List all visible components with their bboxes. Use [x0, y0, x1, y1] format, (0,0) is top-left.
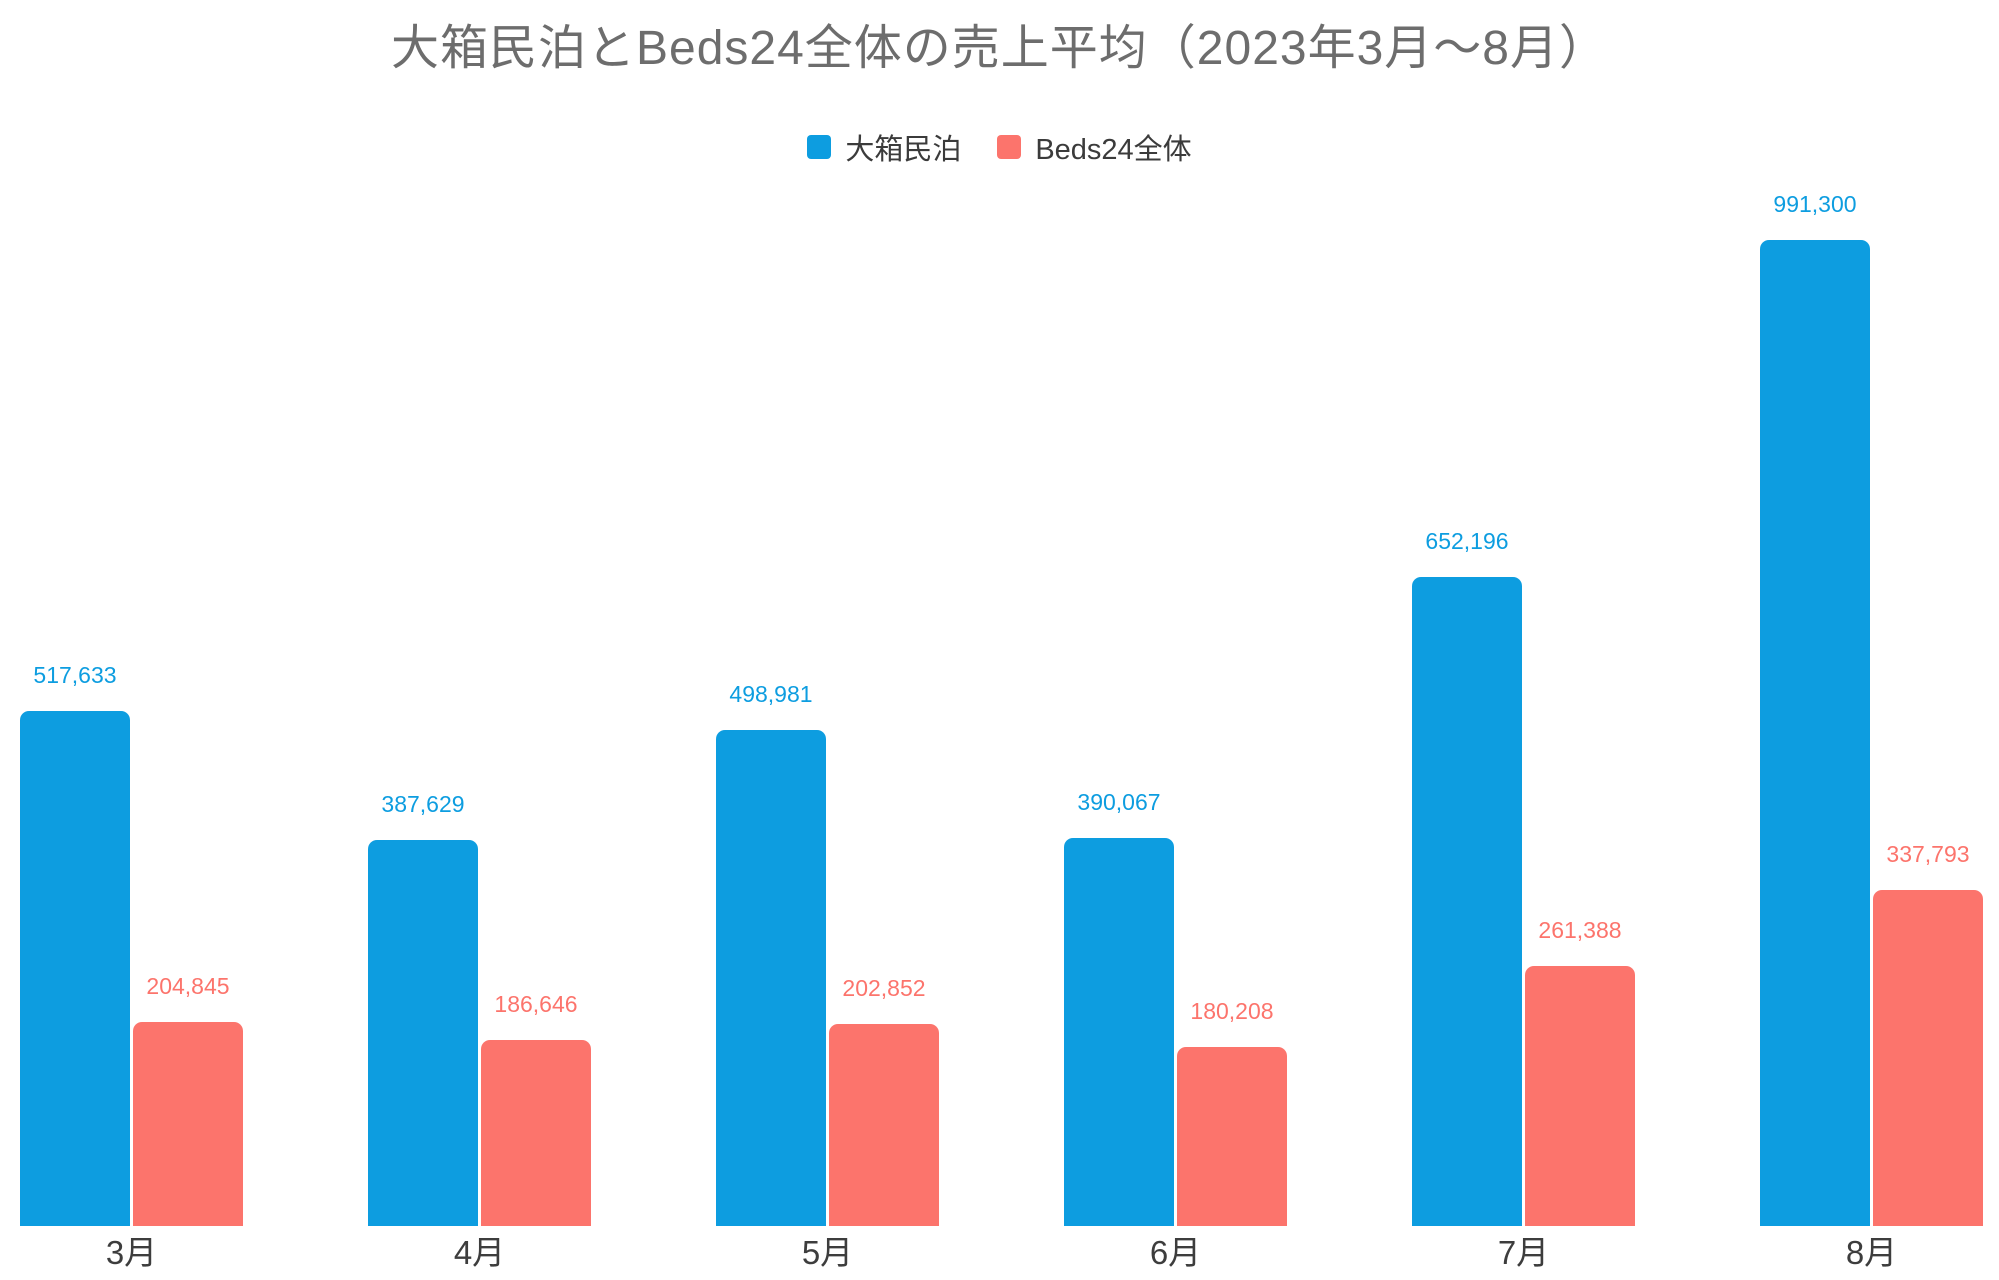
bar-column: 498,981	[716, 681, 826, 1226]
legend-swatch-red-icon	[997, 135, 1022, 159]
bar-value-label: 337,793	[1886, 841, 1970, 867]
bar-value-label: 387,629	[381, 791, 465, 817]
bar-group-7月: 652,196 261,388 7月	[1412, 528, 1635, 1276]
bar-column: 204,845	[133, 973, 243, 1226]
bar-value-label: 202,852	[842, 975, 926, 1001]
bar-pair: 498,981 202,852	[716, 681, 939, 1226]
x-axis-label: 8月	[1845, 1234, 1898, 1271]
legend-label: 大箱民泊	[845, 134, 962, 166]
bar-value-label: 498,981	[729, 681, 813, 707]
bar-value-label: 204,845	[146, 973, 230, 999]
bar-value-label: 390,067	[1077, 789, 1161, 815]
bar-大箱民泊-6月	[1064, 838, 1174, 1226]
bar-group-5月: 498,981 202,852 5月	[716, 681, 939, 1276]
bar-Beds24全体-5月	[829, 1024, 939, 1226]
bar-group-4月: 387,629 186,646 4月	[368, 791, 591, 1276]
bar-Beds24全体-7月	[1525, 966, 1635, 1226]
bar-value-label: 186,646	[494, 991, 578, 1017]
bar-pair: 390,067 180,208	[1064, 789, 1287, 1226]
bar-column: 337,793	[1873, 841, 1983, 1226]
bar-Beds24全体-4月	[481, 1040, 591, 1226]
bar-大箱民泊-3月	[20, 711, 130, 1226]
bar-column: 517,633	[20, 662, 130, 1226]
bar-column: 387,629	[368, 791, 478, 1226]
bar-value-label: 261,388	[1538, 917, 1622, 943]
bar-pair: 387,629 186,646	[368, 791, 591, 1226]
bar-大箱民泊-4月	[368, 840, 478, 1226]
bar-pair: 652,196 261,388	[1412, 528, 1635, 1226]
bar-column: 991,300	[1760, 191, 1870, 1226]
bar-column: 202,852	[829, 975, 939, 1226]
bar-大箱民泊-5月	[716, 730, 826, 1226]
bar-group-3月: 517,633 204,845 3月	[20, 662, 243, 1276]
bar-Beds24全体-6月	[1177, 1047, 1287, 1226]
legend-swatch-blue-icon	[807, 135, 832, 159]
x-axis-label: 5月	[801, 1234, 854, 1271]
bar-group-6月: 390,067 180,208 6月	[1064, 789, 1287, 1276]
bar-column: 186,646	[481, 991, 591, 1226]
chart-legend: 大箱民泊 Beds24全体	[0, 126, 1999, 168]
bar-大箱民泊-8月	[1760, 240, 1870, 1226]
bar-column: 652,196	[1412, 528, 1522, 1226]
legend-item-beds24-zentai: Beds24全体	[997, 126, 1192, 168]
x-axis-label: 4月	[453, 1234, 506, 1271]
bar-column: 390,067	[1064, 789, 1174, 1226]
chart-title: 大箱民泊とBeds24全体の売上平均（2023年3月〜8月）	[391, 22, 1608, 75]
bar-value-label: 991,300	[1773, 191, 1857, 217]
bar-value-label: 180,208	[1190, 998, 1274, 1024]
x-axis-label: 6月	[1149, 1234, 1202, 1271]
plot-area: 517,633 204,845 3月 387,629 186,646 4月 498,981 2…	[20, 170, 1983, 1276]
bar-Beds24全体-3月	[133, 1022, 243, 1226]
x-axis-label: 3月	[105, 1234, 158, 1271]
legend-item-ohako-minpaku: 大箱民泊	[807, 126, 961, 168]
bar-pair: 517,633 204,845	[20, 662, 243, 1226]
bar-pair: 991,300 337,793	[1760, 191, 1983, 1226]
bar-大箱民泊-7月	[1412, 577, 1522, 1226]
bar-value-label: 652,196	[1425, 528, 1509, 554]
bar-Beds24全体-8月	[1873, 890, 1983, 1226]
x-axis-label: 7月	[1497, 1234, 1550, 1271]
bar-column: 261,388	[1525, 917, 1635, 1226]
bar-value-label: 517,633	[33, 662, 117, 688]
legend-label: Beds24全体	[1035, 134, 1192, 166]
bar-group-8月: 991,300 337,793 8月	[1760, 191, 1983, 1276]
bar-column: 180,208	[1177, 998, 1287, 1226]
